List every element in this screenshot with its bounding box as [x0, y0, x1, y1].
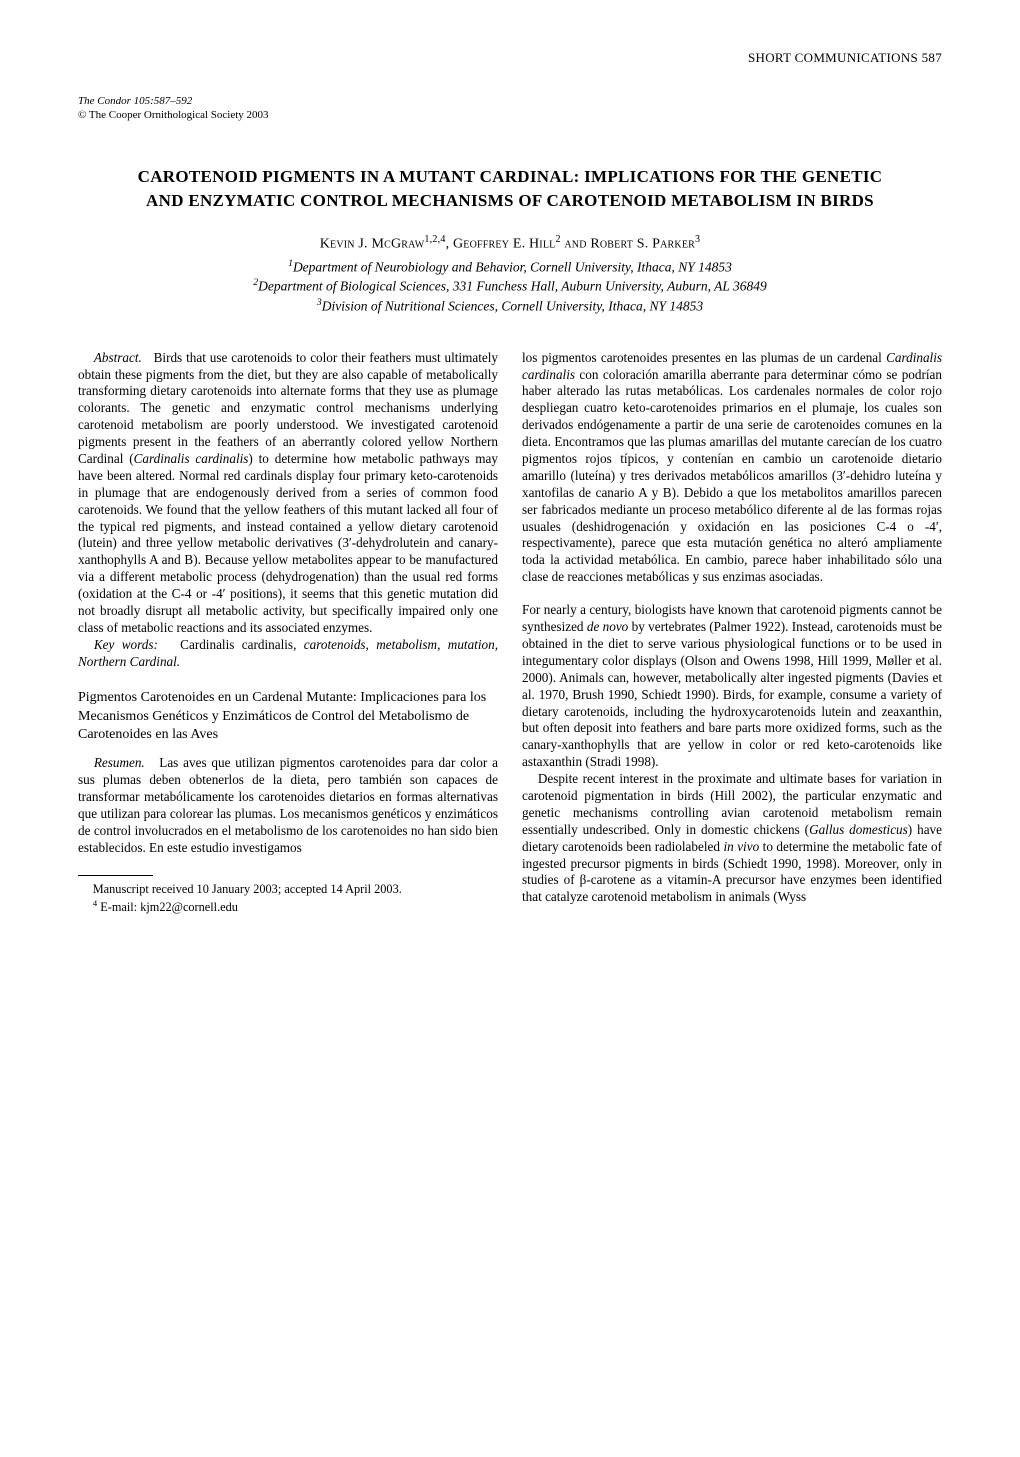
intro-de-novo: de novo [587, 619, 628, 634]
footnote-email: 4 E-mail: kjm22@cornell.edu [78, 898, 498, 916]
resumen-label: Resumen. [94, 755, 145, 770]
species-gallus: Gallus domesticus [809, 822, 908, 837]
journal-line1: The Condor 105:587–592 [78, 94, 942, 108]
journal-info: The Condor 105:587–592 © The Cooper Orni… [78, 94, 942, 123]
resumen-text-2a: los pigmentos carotenoides presentes en … [522, 350, 886, 365]
species-name: Cardinalis cardinalis [134, 451, 249, 466]
intro-1b: by vertebrates (Palmer 1922). Instead, c… [522, 619, 942, 769]
body-columns: Abstract. Birds that use carotenoids to … [78, 350, 942, 916]
footnote-received: Manuscript received 10 January 2003; acc… [78, 882, 498, 898]
abstract-paragraph: Abstract. Birds that use carotenoids to … [78, 350, 498, 637]
footnote-email-address: kjm22@cornell.edu [140, 900, 238, 914]
affiliation-1: 1Department of Neurobiology and Behavior… [78, 257, 942, 277]
affiliation-2: 2Department of Biological Sciences, 331 … [78, 276, 942, 296]
journal-name: The Condor [78, 95, 131, 107]
affiliation-text: Department of Neurobiology and Behavior,… [293, 259, 732, 274]
abstract-text-2: ) to determine how metabolic pathways ma… [78, 451, 498, 635]
affiliation-text: Division of Nutritional Sciences, Cornel… [322, 298, 703, 313]
resumen-paragraph-1: Resumen. Las aves que utilizan pigmentos… [78, 755, 498, 856]
article-title: CAROTENOID PIGMENTS IN A MUTANT CARDINAL… [130, 165, 890, 214]
intro-paragraph-2: Despite recent interest in the proximate… [522, 771, 942, 906]
resumen-paragraph-2: los pigmentos carotenoides presentes en … [522, 350, 942, 586]
footnotes: Manuscript received 10 January 2003; acc… [78, 882, 498, 916]
keywords-label: Key words: [94, 637, 158, 652]
intro-in-vivo: in vivo [723, 839, 759, 854]
spanish-title: Pigmentos Carotenoides en un Cardenal Mu… [78, 689, 498, 746]
affiliation-text: Department of Biological Sciences, 331 F… [258, 279, 767, 294]
keywords: Key words: Cardinalis cardinalis, carote… [78, 637, 498, 671]
abstract-text-1: Birds that use carotenoids to color thei… [78, 350, 498, 466]
footnote-block: Manuscript received 10 January 2003; acc… [78, 875, 498, 916]
affiliations: 1Department of Neurobiology and Behavior… [78, 257, 942, 316]
journal-vol: 105:587–592 [131, 95, 192, 107]
author-line: Kevin J. McGraw1,2,4, Geoffrey E. Hill2 … [78, 234, 942, 253]
affiliation-3: 3Division of Nutritional Sciences, Corne… [78, 296, 942, 316]
abstract-label: Abstract. [94, 350, 142, 365]
keywords-roman: Cardinalis cardinalis [180, 637, 293, 652]
footnote-email-label: E-mail: [97, 900, 140, 914]
page: SHORT COMMUNICATIONS 587 The Condor 105:… [0, 0, 1020, 1457]
running-header: SHORT COMMUNICATIONS 587 [78, 50, 942, 66]
footnote-rule [78, 875, 153, 876]
journal-copyright: © The Cooper Ornithological Society 2003 [78, 108, 942, 122]
resumen-text-2b: con coloración amarilla aberrante para d… [522, 367, 942, 585]
intro-paragraph-1: For nearly a century, biologists have kn… [522, 602, 942, 771]
